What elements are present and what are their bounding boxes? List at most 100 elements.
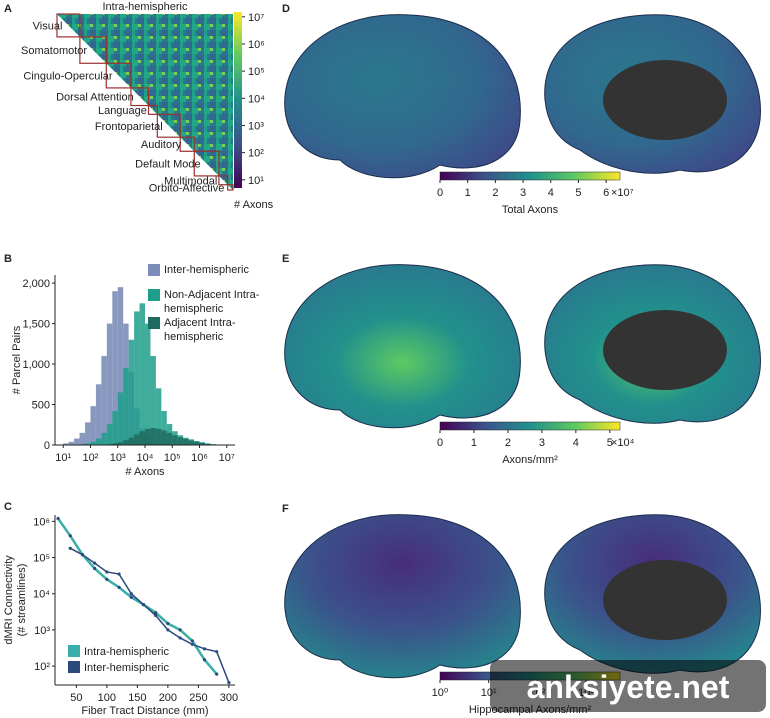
colorbar-multiplier: ×10⁴ <box>611 437 635 449</box>
legend-swatch <box>148 317 160 329</box>
x-tick-label: 250 <box>189 692 207 704</box>
y-tick-label: 0 <box>44 440 50 452</box>
colorbar-multiplier: ×10⁷ <box>611 187 634 199</box>
x-tick-label: 10² <box>83 452 99 464</box>
network-block <box>193 150 220 177</box>
hist-bar <box>74 438 80 445</box>
colorbar-tick-label: 1 <box>465 187 471 199</box>
y-axis-label-sub: (# streamlines) <box>16 564 28 637</box>
hist-bar <box>63 443 69 445</box>
colorbar-tick-label: 2 <box>492 187 498 199</box>
row-label: Orbito-Affective <box>149 182 225 194</box>
hist-bar <box>183 438 189 445</box>
legend-label: Intra-hemispheric <box>84 646 169 658</box>
y-tick-label: 10³ <box>34 625 50 637</box>
data-point <box>129 595 133 599</box>
data-point <box>117 572 121 576</box>
colorbar-tick-label: 5 <box>607 437 613 449</box>
x-tick-label: 300 <box>220 692 238 704</box>
hist-bar <box>85 422 91 445</box>
brain-lateral <box>284 14 521 179</box>
hist-bar <box>95 438 102 445</box>
y-tick-label: 10⁴ <box>33 589 50 601</box>
brain-midline <box>603 310 727 390</box>
hist-bar <box>68 441 75 445</box>
hist-bar <box>117 442 124 445</box>
data-point <box>68 546 72 550</box>
data-point <box>215 672 219 676</box>
y-axis-label: dMRI Connectivity <box>3 555 15 645</box>
colorbar-tick-label: 3 <box>539 437 545 449</box>
data-point <box>178 628 182 632</box>
hist-bar <box>166 432 173 445</box>
chart-title: Intra-hemispheric <box>103 1 188 13</box>
hist-bar <box>199 442 205 445</box>
data-point <box>154 611 158 615</box>
network-block <box>79 36 107 64</box>
legend-swatch <box>148 289 160 301</box>
colorbar-tick-label: 4 <box>573 437 579 449</box>
colorbar-label: # Axons <box>234 199 274 211</box>
x-tick-label: 10⁶ <box>191 452 208 464</box>
legend-label: Inter-hemispheric <box>84 662 169 674</box>
colorbar-label: Axons/mm² <box>502 454 558 466</box>
data-point <box>93 566 97 571</box>
colorbar-tick-label: 5 <box>575 187 581 199</box>
network-block <box>130 87 150 107</box>
hist-bar <box>95 384 102 445</box>
y-tick-label: 10⁶ <box>33 516 50 528</box>
colorbar-tick-label: 2 <box>505 437 511 449</box>
hist-bar <box>117 392 124 445</box>
hist-bar <box>150 355 156 445</box>
colorbar-tick-label: 10² <box>248 148 264 160</box>
network-block <box>156 113 181 138</box>
row-label: Cingulo-Opercular <box>23 71 113 83</box>
x-tick-label: 100 <box>98 692 116 704</box>
y-tick-label: 10² <box>34 661 50 673</box>
data-point <box>190 639 194 643</box>
hist-bar <box>134 311 140 445</box>
hist-bar <box>85 443 91 445</box>
legend-label: Inter-hemispheric <box>164 264 249 276</box>
hist-bar <box>145 323 151 445</box>
row-label: Frontoparietal <box>95 121 163 133</box>
colorbar-tick-label: 10⁷ <box>248 12 264 24</box>
data-point <box>129 592 133 596</box>
data-point <box>215 650 219 654</box>
row-label: Auditory <box>141 139 182 151</box>
brain-midline <box>603 60 727 140</box>
row-label: Visual <box>33 20 63 32</box>
brain-lateral <box>284 264 521 429</box>
data-point <box>141 603 146 607</box>
x-axis-label: Fiber Tract Distance (mm) <box>81 705 208 717</box>
panel-letter: D <box>282 3 290 15</box>
x-tick-label: 10⁷ <box>219 452 235 464</box>
hist-bar <box>145 428 151 445</box>
hist-bar <box>123 368 129 445</box>
colorbar-tick-label: 10⁵ <box>248 66 265 78</box>
brain-midline <box>603 560 727 640</box>
panel-letter: B <box>4 253 12 265</box>
colorbar-tick-label: 0 <box>437 187 443 199</box>
hist-bar <box>106 323 113 445</box>
hist-bar <box>90 441 96 445</box>
x-tick-label: 150 <box>128 692 146 704</box>
network-block <box>105 62 132 89</box>
network-block <box>218 175 229 186</box>
data-point <box>93 561 97 565</box>
hist-bar <box>139 303 145 445</box>
colorbar-tick-label: 6 <box>603 187 609 199</box>
watermark-box <box>490 660 766 712</box>
colorbar-tick-label: 4 <box>548 187 554 199</box>
colorbar-tick-label: 10⁰ <box>432 687 449 699</box>
hist-bar <box>177 437 184 445</box>
data-point <box>166 621 170 626</box>
hist-bar <box>204 443 211 445</box>
data-point <box>227 680 231 685</box>
colorbar <box>439 421 621 431</box>
row-label: Multimodal <box>164 175 217 187</box>
data-point <box>68 534 72 538</box>
hist-bar <box>123 440 129 445</box>
hist-bar <box>155 428 162 445</box>
network-block <box>179 136 195 152</box>
